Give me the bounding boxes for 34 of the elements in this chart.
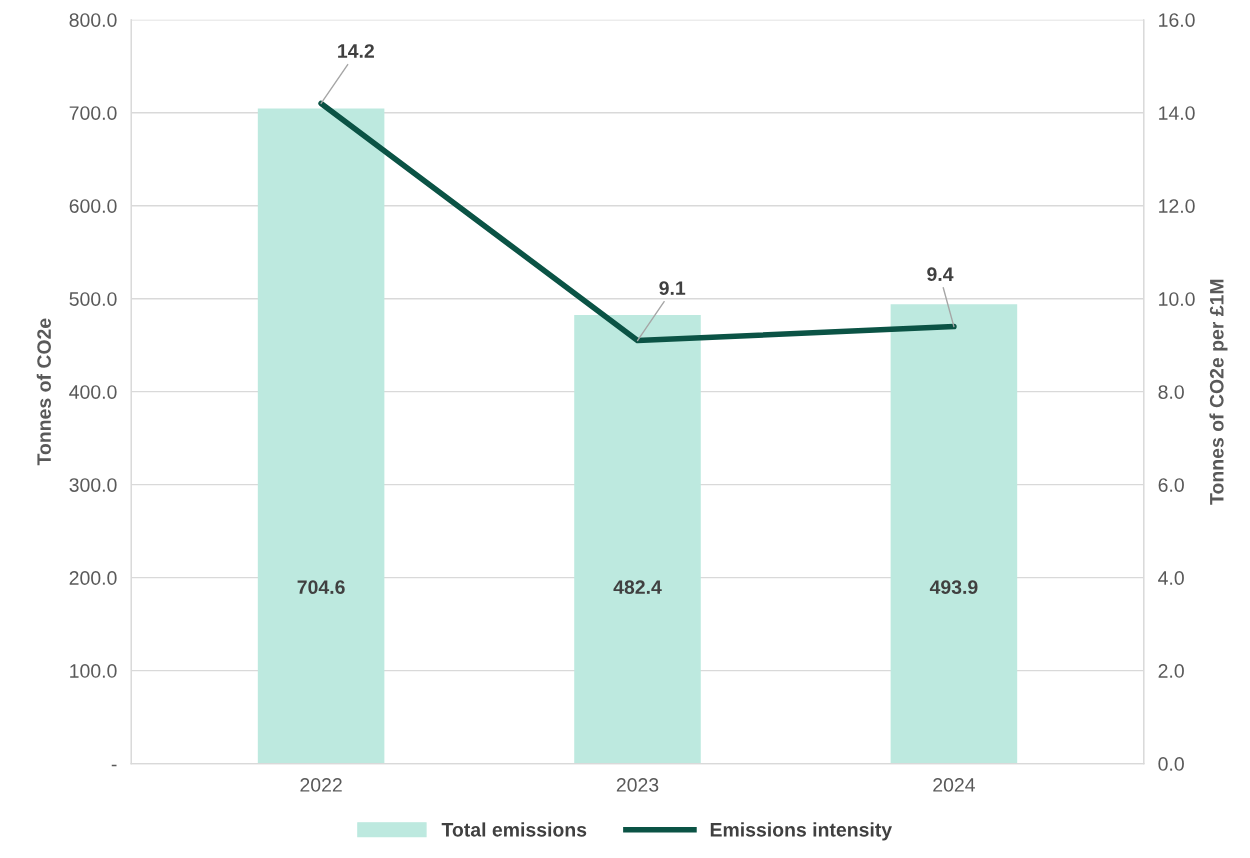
y-tick-label: 100.0 <box>70 664 117 678</box>
x-tick-label: 2024 <box>933 778 975 792</box>
y2-tick-label: 14.0 <box>1159 106 1195 120</box>
data-label: 482.4 <box>613 580 662 595</box>
y2-tick-label: 4.0 <box>1158 571 1184 585</box>
y-tick-label: 500.0 <box>69 292 117 306</box>
data-label: 14.2 <box>338 44 374 58</box>
y2-tick-label: 0.0 <box>1158 757 1184 771</box>
legend-label: Total emissions <box>441 822 587 837</box>
y-tick-label: 300.0 <box>69 478 117 492</box>
y-axis-title: Tonnes of CO2e <box>36 318 51 466</box>
y2-axis-title: Tonnes of CO2e per £1M <box>1209 279 1228 505</box>
y-tick-label: 600.0 <box>69 199 117 213</box>
y-tick-label: 200.0 <box>69 571 117 585</box>
y-tick-label: 400.0 <box>69 385 117 399</box>
bar <box>257 108 385 764</box>
y2-tick-label: 8.0 <box>1158 385 1184 399</box>
bar <box>890 304 1018 764</box>
data-label: 9.1 <box>659 281 686 296</box>
y2-tick-label: 2.0 <box>1158 664 1184 678</box>
y2-tick-label: 16.0 <box>1159 13 1195 27</box>
x-tick-label: 2023 <box>616 778 659 792</box>
y2-tick-label: 6.0 <box>1158 478 1184 492</box>
y2-tick-label: 12.0 <box>1159 199 1195 213</box>
bar <box>574 315 701 764</box>
y-tick-label: 800.0 <box>69 13 117 27</box>
y-tick-label: 700.0 <box>69 106 117 120</box>
y2-tick-label: 10.0 <box>1159 292 1195 306</box>
legend-label: Emissions intensity <box>710 822 893 841</box>
x-tick-label: 2022 <box>300 778 342 792</box>
data-label: 493.9 <box>929 580 978 595</box>
data-label: 704.6 <box>297 580 345 595</box>
y-tick-label: - <box>111 764 117 767</box>
data-label: 9.4 <box>927 267 954 282</box>
